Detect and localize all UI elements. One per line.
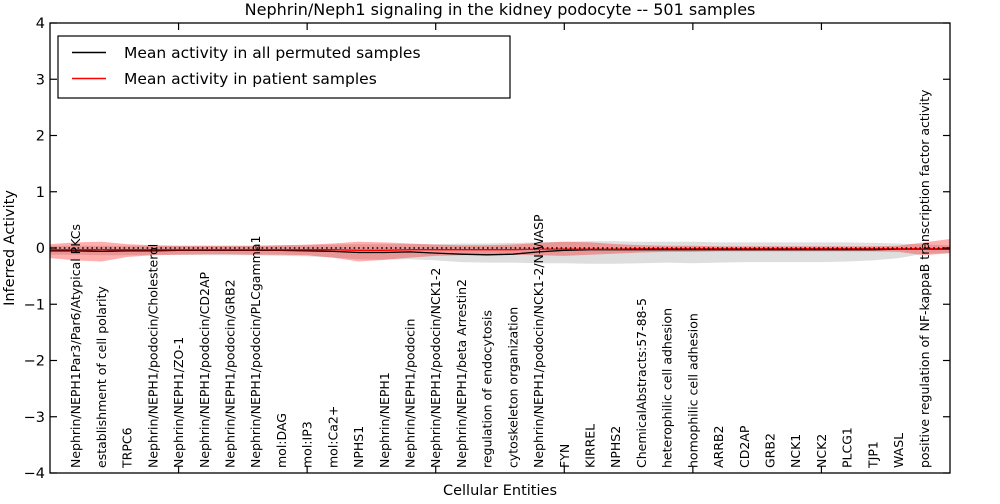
category-label: TJP1 (865, 441, 880, 469)
category-label: Nephrin/NEPH1 (377, 372, 392, 468)
category-label: Nephrin/NEPH1/beta Arrestin2 (454, 279, 469, 468)
x-axis-label: Cellular Entities (443, 483, 557, 499)
category-label: WASL (891, 433, 906, 468)
confidence-bands (50, 239, 950, 264)
category-label: regulation of endocytosis (480, 310, 495, 468)
y-tick-label: −4 (24, 466, 45, 482)
category-label: Nephrin/NEPH1/podocin/NCK1-2/N-WASP (531, 214, 546, 468)
chart-title: Nephrin/Neph1 signaling in the kidney po… (245, 0, 756, 19)
category-label: Nephrin/NEPH1/podocin/CD2AP (197, 272, 212, 468)
category-label: KIRREL (583, 424, 598, 468)
y-tick-label: −2 (24, 354, 45, 370)
legend-label-permuted: Mean activity in all permuted samples (124, 44, 421, 62)
y-tick-label: −3 (24, 410, 45, 426)
category-label: heterophilic cell adhesion (660, 308, 675, 468)
y-tick-labels: 4 3 2 1 0 −1 −2 −3 −4 (24, 16, 45, 482)
category-label: mol:DAG (274, 413, 289, 468)
y-tick-label: 0 (36, 241, 45, 257)
legend-box (57, 35, 511, 99)
category-label: FYN (557, 444, 572, 468)
category-label: Nephrin/NEPH1/ZO-1 (171, 337, 186, 468)
category-label: NPHS2 (608, 426, 623, 468)
plot-frame (49, 22, 951, 474)
y-axis-label: Inferred Activity (2, 190, 18, 306)
category-label: cytoskeleton organization (505, 307, 520, 468)
category-label: homophilic cell adhesion (685, 313, 700, 468)
category-label: Nephrin/NEPH1/podocin (403, 319, 418, 468)
y-tick-label: 2 (36, 129, 45, 145)
category-label: Nephrin/NEPH1/podocin/Cholesterol (145, 244, 160, 468)
category-labels: Nephrin/NEPH1Par3/Par6/Atypical PKCs esta… (68, 89, 932, 469)
category-label: mol:IP3 (300, 421, 315, 468)
y-tick-label: 4 (36, 16, 45, 32)
y-tick-label: −1 (24, 297, 45, 313)
category-label: Nephrin/NEPH1Par3/Par6/Atypical PKCs (68, 224, 83, 468)
category-label: Nephrin/NEPH1/podocin/NCK1-2 (428, 268, 443, 468)
category-label: Nephrin/NEPH1/podocin/PLCgamma1 (248, 236, 263, 468)
category-label: ARRB2 (711, 426, 726, 468)
category-label: mol:Ca2+ (325, 406, 340, 468)
legend: Mean activity in all permuted samples Me… (57, 35, 511, 99)
category-label: PLCG1 (840, 427, 855, 468)
category-label: GRB2 (763, 433, 778, 468)
y-tick-label: 1 (36, 185, 45, 201)
category-label: NCK2 (814, 434, 829, 468)
permuted-band (50, 241, 950, 264)
category-label: TRPC6 (120, 427, 135, 469)
category-label: NCK1 (788, 434, 803, 468)
legend-label-patient: Mean activity in patient samples (124, 70, 377, 88)
category-label: Nephrin/NEPH1/podocin/GRB2 (223, 279, 238, 468)
category-label: establishment of cell polarity (94, 286, 109, 468)
y-tick-label: 3 (36, 72, 45, 88)
category-label: CD2AP (737, 425, 752, 468)
category-label: ChemicalAbstracts:57-88-5 (634, 298, 649, 468)
category-label: NPHS1 (351, 426, 366, 468)
category-label: positive regulation of NF-kappaB transcr… (917, 89, 932, 468)
